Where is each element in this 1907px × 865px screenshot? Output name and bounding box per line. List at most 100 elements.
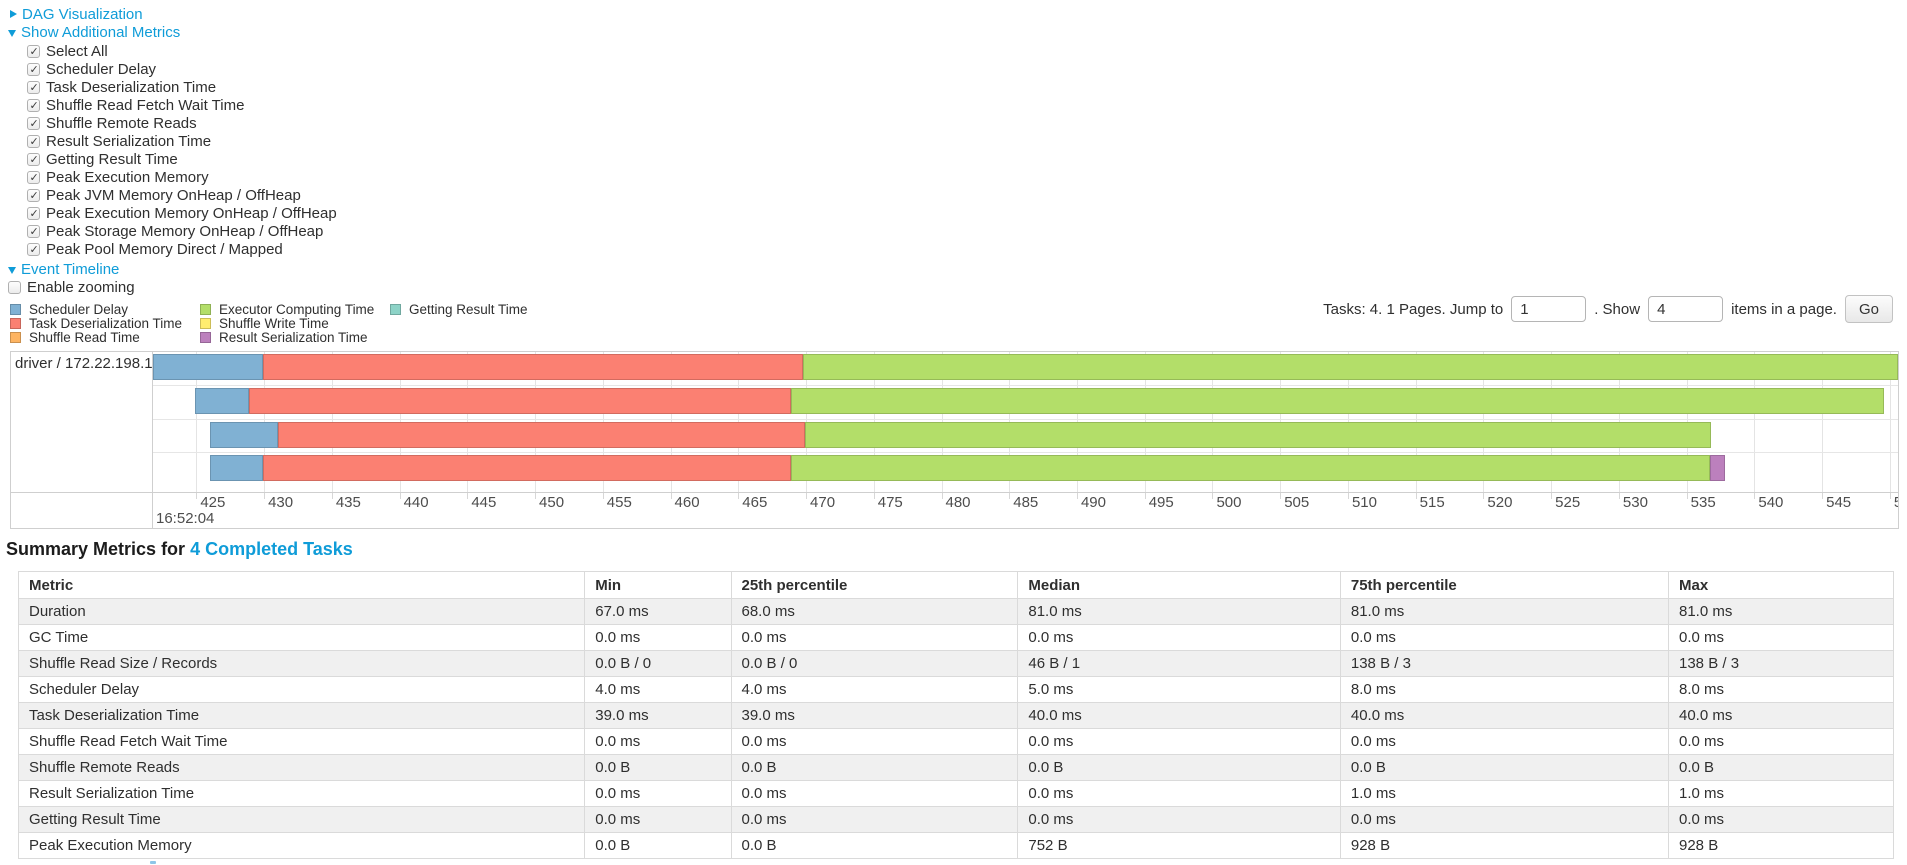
metric-checkbox-row: Scheduler Delay: [27, 60, 337, 78]
metric-checkbox-row: Task Deserialization Time: [27, 78, 337, 96]
x-gridline: [196, 352, 198, 492]
metric-checkbox[interactable]: [27, 98, 40, 112]
metric-checkbox-label: Task Deserialization Time: [46, 78, 217, 96]
metric-checkbox[interactable]: [27, 206, 40, 220]
table-cell: 0.0 ms: [1017, 624, 1341, 651]
metric-checkbox[interactable]: [27, 152, 40, 166]
table-cell: 39.0 ms: [584, 702, 732, 729]
legend-column: Getting Result Time: [390, 302, 528, 317]
task-bar-segment-executor-computing-time[interactable]: [791, 455, 1710, 481]
row-separator: [153, 452, 1898, 453]
task-bar-segment-scheduler-delay[interactable]: [209, 422, 278, 448]
x-tick-mark: [331, 492, 333, 499]
show-text: . Show: [1594, 300, 1641, 318]
chevron-down-icon: [8, 29, 16, 37]
tasks-count-text: Tasks: 4. 1 Pages. Jump to: [1323, 300, 1504, 318]
table-cell: 1.0 ms: [1339, 780, 1670, 807]
x-tick-label: 485: [1013, 494, 1039, 511]
task-bar-segment-task-deserialization-time[interactable]: [277, 422, 805, 448]
x-tick-mark: [806, 492, 808, 499]
metric-checkbox-row: Peak Execution Memory: [27, 168, 337, 186]
completed-tasks-link[interactable]: 4 Completed Tasks: [190, 539, 353, 559]
table-header-row: Metric Min 25th percentile Median 75th perce…: [17, 571, 1894, 599]
table-cell: 0.0 B: [730, 832, 1019, 859]
task-bar-segment-scheduler-delay[interactable]: [153, 354, 263, 380]
legend-item-label: Shuffle Read Time: [29, 329, 140, 345]
dag-visualization-toggle[interactable]: DAG Visualization: [8, 5, 337, 23]
table-cell: 0.0 B: [1668, 754, 1894, 781]
legend-item: Getting Result Time: [390, 302, 528, 317]
task-bar-segment-executor-computing-time[interactable]: [791, 388, 1885, 414]
executor-label-column: driver / 172.22.198.104: [11, 352, 153, 528]
table-cell: 8.0 ms: [1668, 676, 1894, 703]
table-cell: 0.0 B: [584, 832, 732, 859]
metric-checkbox-label: Peak Execution Memory OnHeap / OffHeap: [46, 204, 337, 222]
metric-checkbox[interactable]: [27, 242, 40, 256]
task-bar-segment-task-deserialization-time[interactable]: [262, 354, 804, 380]
x-tick-label: 440: [403, 494, 429, 511]
x-tick-mark: [1009, 492, 1011, 499]
metric-checkbox[interactable]: [27, 170, 40, 184]
table-cell: 0.0 ms: [730, 624, 1019, 651]
task-bar-segment-task-deserialization-time[interactable]: [249, 388, 792, 414]
metric-checkbox[interactable]: [27, 188, 40, 202]
metric-checkbox[interactable]: [27, 44, 40, 58]
legend-item: Executor Computing Time: [200, 302, 374, 317]
task-bar-segment-task-deserialization-time[interactable]: [262, 455, 792, 481]
metric-checkbox-row: Shuffle Remote Reads: [27, 114, 337, 132]
x-tick-label: 510: [1351, 494, 1377, 511]
x-tick-mark: [1212, 492, 1214, 499]
x-axis-time-sublabel: 16:52:04: [156, 510, 215, 527]
event-timeline-toggle[interactable]: Event Timeline: [8, 260, 337, 278]
task-bar-segment-scheduler-delay[interactable]: [194, 388, 250, 414]
metric-checkbox[interactable]: [27, 224, 40, 238]
legend-column: Scheduler Delay Task Deserialization Time…: [10, 302, 182, 345]
metric-checkbox[interactable]: [27, 62, 40, 76]
table-row: Peak Execution Memory 0.0 B 0.0 B 752 B 928 …: [17, 832, 1894, 859]
legend-color-swatch: [10, 318, 21, 330]
table-cell: 0.0 ms: [730, 728, 1019, 755]
show-additional-metrics-label: Show Additional Metrics: [21, 23, 181, 41]
table-cell: 0.0 B: [1339, 754, 1670, 781]
x-tick-mark: [670, 492, 672, 499]
table-cell: 0.0 ms: [1017, 806, 1341, 833]
go-button[interactable]: Go: [1844, 295, 1893, 323]
metric-checkbox-row: Getting Result Time: [27, 150, 337, 168]
task-bar-segment-scheduler-delay[interactable]: [209, 455, 263, 481]
metric-checkbox-label: Getting Result Time: [46, 150, 178, 168]
metric-checkbox[interactable]: [27, 80, 40, 94]
legend-color-swatch: [200, 318, 211, 330]
items-per-page-input[interactable]: [1648, 296, 1724, 322]
x-tick-label: 515: [1419, 494, 1445, 511]
table-row: Getting Result Time 0.0 ms 0.0 ms 0.0 ms 0.0…: [17, 806, 1894, 833]
x-tick-label: 460: [674, 494, 700, 511]
x-tick-label: 435: [335, 494, 361, 511]
table-cell: GC Time: [17, 624, 586, 651]
task-bar-segment-result-serialization-time[interactable]: [1709, 455, 1725, 481]
metric-checkbox[interactable]: [27, 134, 40, 148]
column-header: Min: [584, 571, 732, 599]
x-tick-label: 465: [742, 494, 768, 511]
show-additional-metrics-toggle[interactable]: Show Additional Metrics: [8, 23, 337, 41]
table-cell: 0.0 ms: [1017, 780, 1341, 807]
row-separator: [153, 418, 1898, 420]
x-tick-label: 455: [606, 494, 632, 511]
jump-to-page-input[interactable]: [1511, 296, 1587, 322]
x-gridline: [1889, 352, 1891, 492]
table-cell: 81.0 ms: [1017, 598, 1341, 625]
enable-zooming-checkbox[interactable]: [8, 280, 21, 294]
x-tick-label: 430: [268, 494, 294, 511]
task-bar-segment-executor-computing-time[interactable]: [804, 422, 1712, 448]
x-tick-label: 540: [1758, 494, 1784, 511]
table-cell: 0.0 B: [730, 754, 1019, 781]
legend-item-label: Result Serialization Time: [219, 329, 368, 345]
task-bar-segment-executor-computing-time[interactable]: [803, 354, 1898, 380]
table-cell: Task Deserialization Time: [17, 702, 586, 729]
metric-checkbox-row: Select All: [27, 42, 337, 60]
metric-checkbox[interactable]: [27, 116, 40, 130]
x-tick-label: 530: [1622, 494, 1648, 511]
table-cell: 0.0 B: [584, 754, 732, 781]
x-tick-label: 535: [1690, 494, 1716, 511]
legend-item: Result Serialization Time: [200, 329, 374, 345]
